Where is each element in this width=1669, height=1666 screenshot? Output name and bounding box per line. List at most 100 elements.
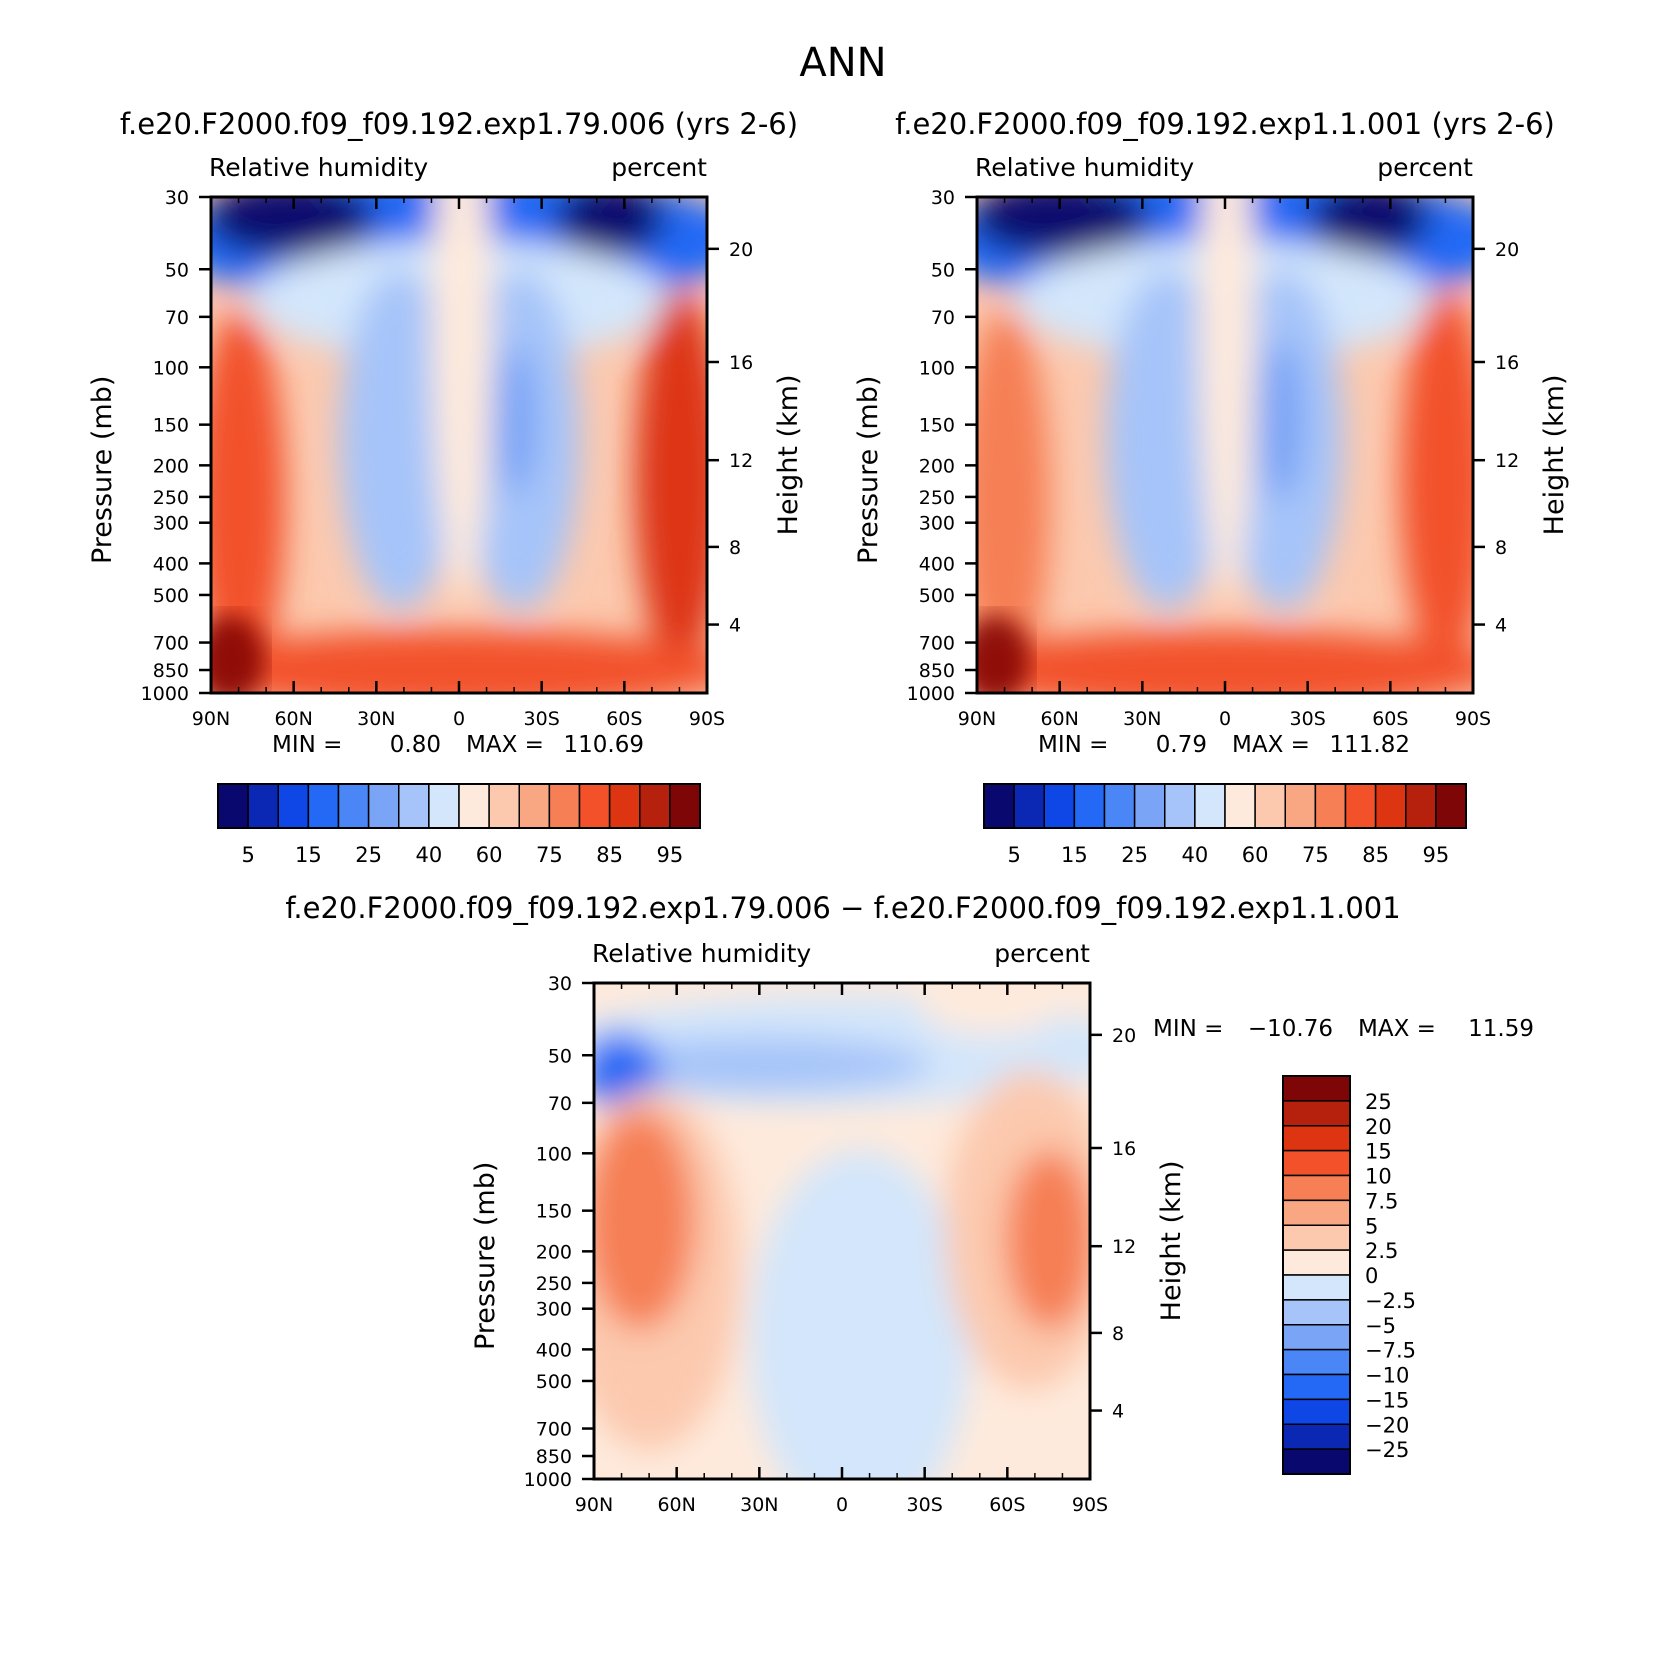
colorbar-label: −10: [1365, 1364, 1409, 1388]
panel-b-min-value: 0.79: [1156, 732, 1207, 758]
y-tick-label: 500: [536, 1371, 572, 1393]
y-tick-label: 500: [153, 585, 189, 607]
colorbar-swatch: [1282, 1348, 1351, 1376]
colorbar-swatch: [1282, 1224, 1351, 1251]
colorbar-label: 25: [1365, 1090, 1392, 1114]
x-tick-label: 0: [453, 708, 465, 730]
x-tick-label: 60N: [1040, 708, 1078, 730]
panel-a-polar-moist-sh: [635, 290, 707, 670]
colorbar-label: 5: [1007, 843, 1020, 867]
colorbar-label: 85: [1362, 843, 1389, 867]
colorbar-label: 95: [657, 843, 684, 867]
x-tick-label: 60N: [274, 708, 312, 730]
colorbar-swatch: [217, 783, 249, 829]
x-tick-label: 30S: [1290, 708, 1326, 730]
x-tick-label: 0: [836, 1494, 848, 1516]
y-tick-label: 1000: [907, 683, 955, 705]
colorbar-swatch: [578, 783, 611, 829]
colorbar-swatch: [1282, 1423, 1351, 1450]
colorbar-swatch: [367, 783, 400, 829]
panel-model-b: f.e20.F2000.f09_f09.192.exp1.1.001 (yrs …: [853, 107, 1570, 867]
colorbar-swatch: [1282, 1174, 1351, 1202]
x-tick-label: 60S: [1372, 708, 1408, 730]
colorbar-swatch: [247, 783, 279, 829]
panel-difference: f.e20.F2000.f09_f09.192.exp1.79.006 − f.…: [285, 891, 1534, 1516]
panel-c-axes: 90N 60N 30N 0 30S 60S 90S 30 50 70 100 150 200 250 300…: [470, 973, 1187, 1516]
colorbar-label: −7.5: [1365, 1339, 1416, 1363]
y-tick-label: 400: [919, 553, 955, 575]
colorbar-label: 25: [355, 843, 382, 867]
colorbar-swatch: [1282, 1448, 1351, 1475]
y-tick-label: 70: [165, 307, 189, 329]
y2-tick-label: 12: [1495, 450, 1519, 472]
y2-tick-label: 20: [1112, 1025, 1136, 1047]
colorbar-label: 75: [1302, 843, 1329, 867]
colorbar-label: 60: [476, 843, 503, 867]
colorbar-swatch: [1282, 1199, 1351, 1226]
x-tick-label: 30N: [1123, 708, 1161, 730]
colorbar-label: −25: [1365, 1438, 1409, 1462]
panel-a-min-label: MIN =: [272, 732, 342, 758]
panel-b-stratosphere-dry-sh: [1310, 197, 1430, 256]
panel-a-max-label: MAX =: [466, 732, 544, 758]
colorbar-swatch: [1282, 1299, 1351, 1326]
x-tick-label: 90S: [689, 708, 725, 730]
panel-a-variable: Relative humidity: [209, 153, 428, 182]
y-tick-label: 100: [919, 357, 955, 379]
panel-b-polar-moist-sh: [1400, 290, 1473, 670]
y2-tick-label: 12: [1112, 1236, 1136, 1258]
y-axis-title: Pressure (mb): [853, 376, 884, 564]
colorbar-swatch: [1043, 783, 1076, 829]
panel-b-colorbar: 5 15 25 40 60 75 85 95: [983, 783, 1467, 867]
y2-tick-label: 4: [729, 615, 741, 637]
y2-tick-label: 4: [1112, 1401, 1124, 1423]
colorbar-swatch: [1164, 783, 1196, 829]
colorbar-label: −5: [1365, 1314, 1396, 1338]
panel-a-axes: 90N 60N 30N 0 30S 60S 90S 30 50 70 100 150 200 250 300…: [87, 187, 804, 730]
colorbar-frame: [1282, 1075, 1351, 1475]
y-tick-label: 1000: [141, 683, 189, 705]
panel-a-min-value: 0.80: [390, 732, 441, 758]
y-tick-label: 700: [153, 633, 189, 655]
colorbar-label: 5: [241, 843, 254, 867]
y-tick-label: 850: [153, 660, 189, 682]
y2-tick-label: 8: [1112, 1323, 1124, 1345]
colorbar-swatch: [398, 783, 430, 829]
panel-b-subtropic-dry-nh: [1106, 270, 1230, 610]
x-tick-label: 90N: [575, 1494, 613, 1516]
colorbar-swatch: [1282, 1100, 1351, 1127]
colorbar-swatch: [1133, 783, 1166, 829]
x-tick-label: 90S: [1072, 1494, 1108, 1516]
colorbar-swatch: [1282, 1274, 1351, 1301]
panel-c-max-value: 11.59: [1468, 1016, 1534, 1042]
colorbar-label: 40: [1182, 843, 1209, 867]
colorbar-swatch: [1013, 783, 1045, 829]
colorbar-swatch: [458, 783, 490, 829]
colorbar-label: 15: [1061, 843, 1088, 867]
panel-b-max-label: MAX =: [1232, 732, 1310, 758]
panel-b-axes: 90N 60N 30N 0 30S 60S 90S 30 50 70 100 150 200 250 300…: [853, 187, 1570, 730]
y-tick-label: 200: [919, 455, 955, 477]
colorbar-label: 85: [596, 843, 623, 867]
y-tick-label: 300: [536, 1299, 572, 1321]
x-tick-label: 90S: [1455, 708, 1491, 730]
y-tick-label: 150: [536, 1201, 572, 1223]
panel-b-max-value: 111.82: [1330, 732, 1410, 758]
y-tick-label: 30: [548, 973, 572, 995]
colorbar-swatch: [548, 783, 581, 829]
x-tick-label: 90N: [958, 708, 996, 730]
y2-axis-title: Height (km): [1156, 1160, 1187, 1321]
panel-b-subtropic-core-sh: [1256, 340, 1304, 500]
y-tick-label: 850: [919, 660, 955, 682]
colorbar-label: 95: [1423, 843, 1450, 867]
y-tick-label: 50: [548, 1045, 572, 1067]
colorbar-label: 10: [1365, 1165, 1392, 1189]
panel-a-equator-moist-tongue: [432, 197, 492, 600]
colorbar-swatch: [337, 783, 370, 829]
colorbar-swatch: [1282, 1398, 1351, 1425]
x-tick-label: 90N: [192, 708, 230, 730]
panel-c-upper-negative-core: [594, 1037, 930, 1093]
y-tick-label: 400: [536, 1339, 572, 1361]
